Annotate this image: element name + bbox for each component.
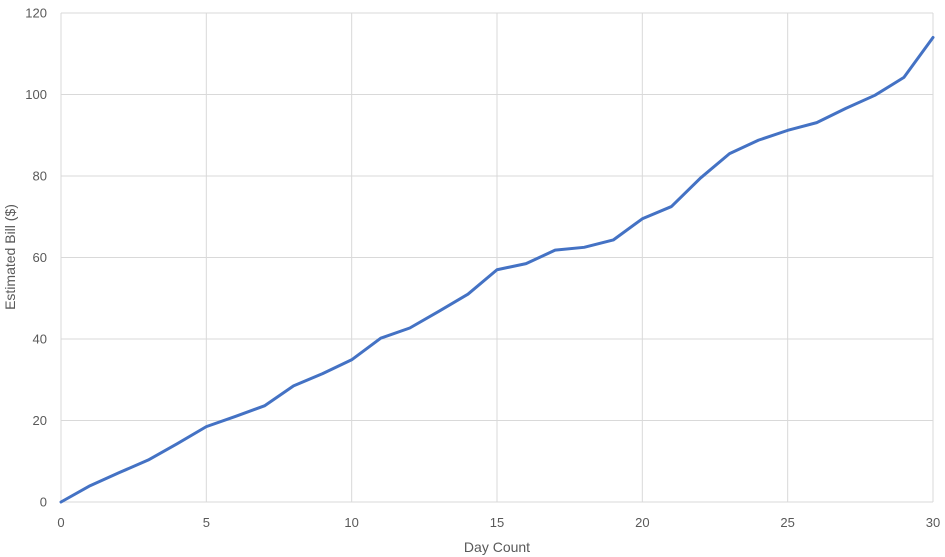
x-tick-label: 0: [57, 515, 64, 530]
y-tick-label: 80: [33, 169, 47, 184]
series-line: [59, 35, 935, 504]
x-axis-tick-labels: 0 5 10 15 20 25 30: [57, 515, 940, 530]
x-tick-label: 25: [780, 515, 794, 530]
y-tick-label: 0: [40, 495, 47, 510]
x-tick-label: 15: [490, 515, 504, 530]
x-axis-title: Day Count: [464, 539, 530, 555]
horizontal-gridlines: [61, 12, 933, 503]
x-tick-label: 30: [926, 515, 940, 530]
series-group: [59, 35, 935, 504]
y-tick-label: 100: [25, 87, 47, 102]
x-tick-label: 5: [203, 515, 210, 530]
y-axis-tick-labels: 0 20 40 60 80 100 120: [25, 6, 47, 510]
y-tick-label: 120: [25, 6, 47, 21]
y-tick-label: 20: [33, 413, 47, 428]
y-tick-label: 60: [33, 250, 47, 265]
x-tick-label: 20: [635, 515, 649, 530]
x-tick-label: 10: [344, 515, 358, 530]
y-tick-label: 40: [33, 332, 47, 347]
y-axis-title: Estimated Bill ($): [2, 204, 18, 310]
